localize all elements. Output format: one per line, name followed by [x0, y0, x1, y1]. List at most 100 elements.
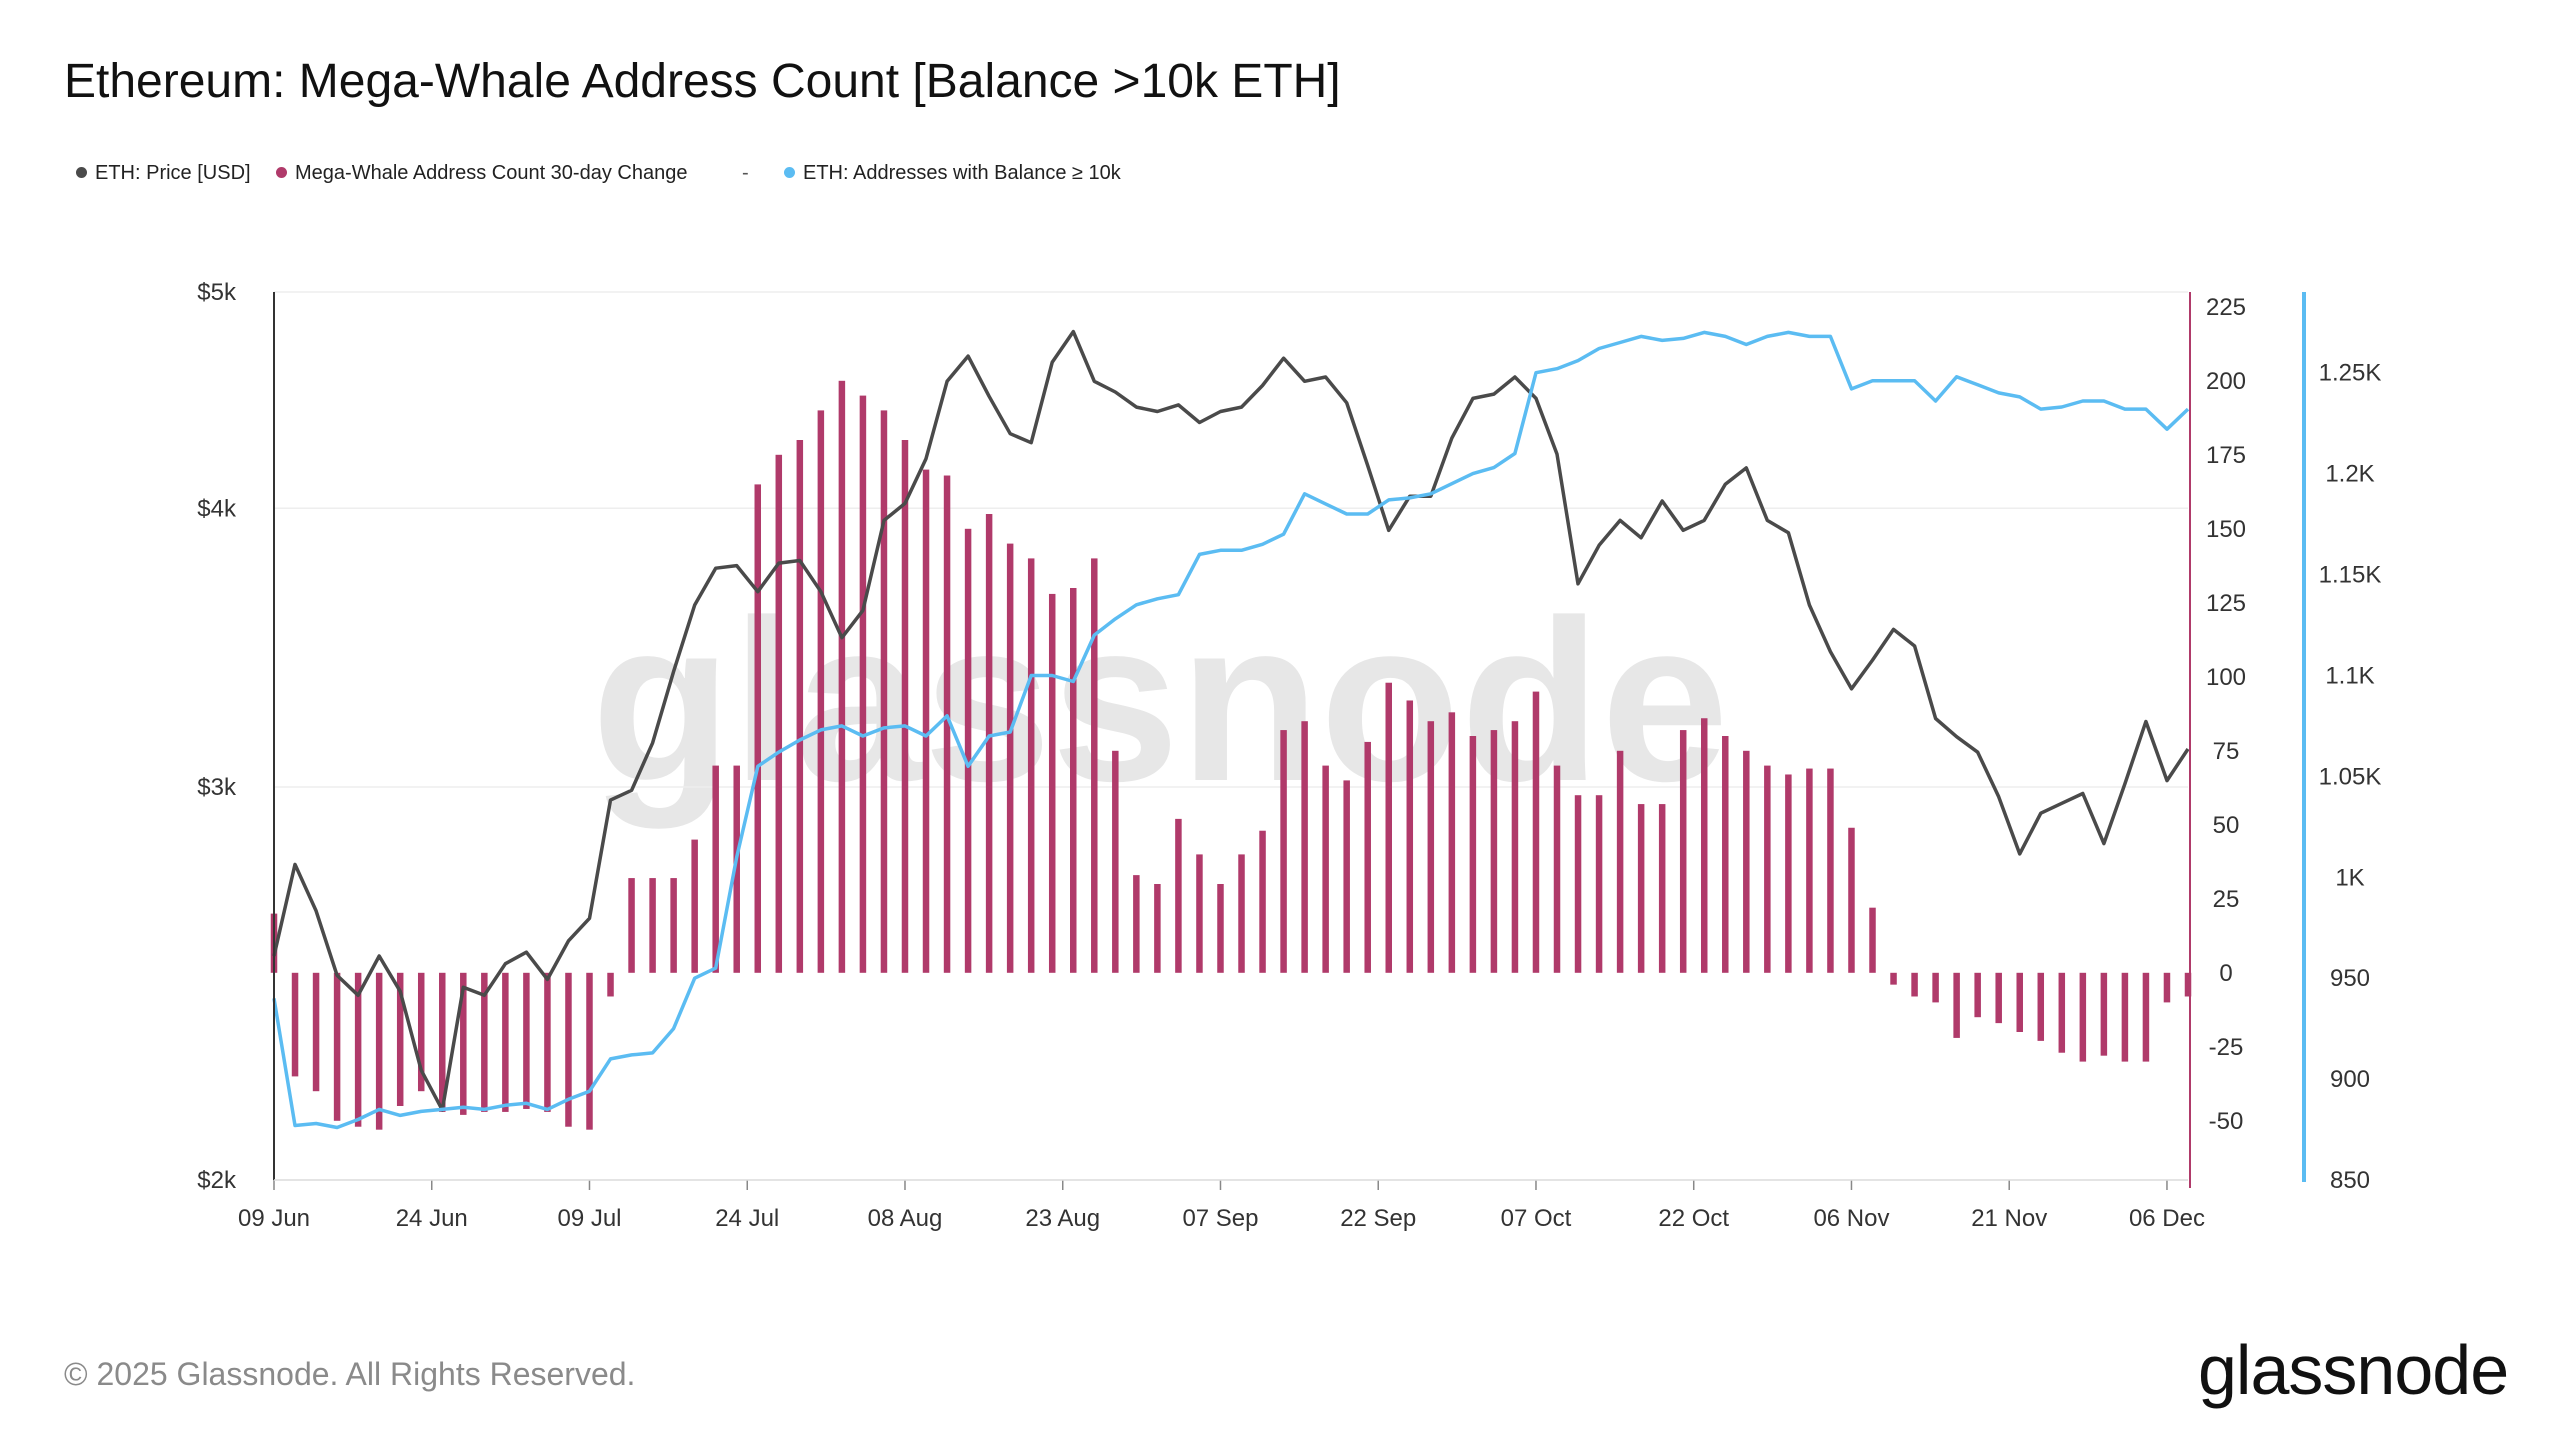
bar — [712, 765, 719, 973]
bar — [733, 765, 740, 973]
bar — [1490, 730, 1498, 973]
brand-logo: glassnode — [2198, 1331, 2509, 1409]
addresses-line — [272, 330, 2190, 1130]
bar — [1869, 907, 1876, 973]
legend-item-price[interactable]: ETH: Price [USD] — [76, 162, 251, 185]
bar — [375, 972, 383, 1130]
x-tick-label: 06 Dec — [2129, 1205, 2205, 1232]
bar — [586, 972, 593, 1130]
bar — [859, 395, 867, 973]
bar — [1785, 774, 1792, 973]
bar — [1511, 721, 1519, 973]
y-right-tick-label: 1.15K — [2319, 562, 2382, 589]
y-mid-tick-label: 150 — [2206, 516, 2246, 543]
y-right-tick-label: 1.2K — [2325, 461, 2374, 488]
bar — [1553, 765, 1561, 973]
bar — [2184, 972, 2192, 997]
y-mid-tick-label: 0 — [2219, 960, 2232, 987]
bar — [1259, 830, 1266, 973]
x-tick-label: 21 Nov — [1971, 1205, 2047, 1232]
bar — [2079, 972, 2087, 1062]
bar — [1427, 721, 1435, 973]
y-mid-tick-label: 125 — [2206, 590, 2246, 617]
y-mid-tick-label: 225 — [2206, 294, 2246, 321]
y-mid-tick-label: 75 — [2213, 738, 2240, 765]
legend-dot-price — [76, 167, 87, 178]
legend-item-addresses[interactable]: ETH: Addresses with Balance ≥ 10k — [784, 162, 1121, 185]
bar — [1616, 750, 1624, 973]
bar — [1217, 884, 1224, 973]
bar — [1595, 795, 1603, 973]
bar — [649, 878, 656, 973]
copyright-footer: © 2025 Glassnode. All Rights Reserved. — [64, 1356, 636, 1392]
bar — [2163, 972, 2171, 1003]
x-tick-label: 09 Jun — [238, 1205, 310, 1232]
y-mid-tick-label: -25 — [2209, 1034, 2244, 1061]
bar — [2058, 972, 2066, 1053]
bar — [943, 475, 951, 973]
bar — [1238, 854, 1245, 973]
bar — [964, 528, 972, 973]
bar — [1953, 972, 1960, 1038]
x-tick-label: 24 Jul — [715, 1205, 779, 1232]
x-tick-label: 23 Aug — [1025, 1205, 1100, 1232]
bar — [396, 972, 404, 1106]
bar — [291, 972, 299, 1077]
bar — [775, 454, 783, 973]
bar — [796, 440, 804, 973]
axes: $2k $3k $4k $5k -50 -25 0 25 50 75 100 125 150 175 200… — [197, 279, 2381, 1232]
bar — [838, 380, 846, 973]
bar — [1932, 972, 1939, 1003]
bar — [1322, 765, 1329, 973]
bar — [460, 972, 467, 1115]
legend-label-price: ETH: Price [USD] — [95, 162, 251, 184]
y-left-tick-label: $2k — [197, 1167, 237, 1194]
bar — [1343, 780, 1350, 973]
bar — [1890, 972, 1897, 985]
bar — [2100, 972, 2108, 1056]
bar — [1722, 736, 1729, 973]
y-mid-tick-label: -50 — [2209, 1108, 2244, 1135]
bar — [691, 839, 698, 973]
bar — [1196, 854, 1203, 973]
y-right-tick-label: 950 — [2330, 965, 2370, 992]
bar — [628, 878, 635, 973]
bar-series — [270, 380, 2192, 1130]
y-right-tick-label: 1.1K — [2325, 662, 2374, 689]
bar — [817, 410, 825, 973]
x-tick-label: 22 Oct — [1658, 1205, 1729, 1232]
bar — [901, 440, 909, 973]
bar — [1469, 736, 1477, 973]
x-tick-label: 07 Sep — [1182, 1205, 1258, 1232]
bar — [1827, 768, 1834, 973]
bar — [1006, 543, 1014, 973]
bar — [481, 972, 488, 1112]
bar — [1764, 765, 1771, 973]
x-tick-label: 08 Aug — [868, 1205, 943, 1232]
bar — [439, 972, 446, 1112]
y-right-tick-label: 1.05K — [2319, 763, 2382, 790]
bar — [1112, 750, 1119, 973]
bar — [544, 972, 551, 1112]
line-series — [272, 329, 2190, 1130]
bar — [1301, 721, 1308, 973]
legend-dot-addresses — [784, 167, 795, 178]
bar — [1048, 593, 1056, 973]
legend-item-change[interactable]: Mega-Whale Address Count 30-day Change — [276, 162, 687, 185]
bar — [417, 972, 425, 1092]
bar — [1070, 588, 1077, 973]
bar — [880, 410, 888, 973]
price-line — [272, 329, 2190, 1112]
bar — [354, 972, 362, 1127]
bar — [1133, 875, 1140, 973]
bar — [1658, 804, 1666, 973]
bar — [1995, 972, 2002, 1024]
y-mid-tick-label: 200 — [2206, 368, 2246, 395]
legend-label-change: Mega-Whale Address Count 30-day Change — [295, 162, 688, 184]
y-mid-tick-label: 25 — [2213, 886, 2240, 913]
bar — [1532, 691, 1540, 973]
y-mid-tick-label: 50 — [2213, 812, 2240, 839]
y-mid-tick-label: 100 — [2206, 664, 2246, 691]
bar — [333, 972, 341, 1121]
y-right-tick-label: 1K — [2335, 864, 2364, 891]
